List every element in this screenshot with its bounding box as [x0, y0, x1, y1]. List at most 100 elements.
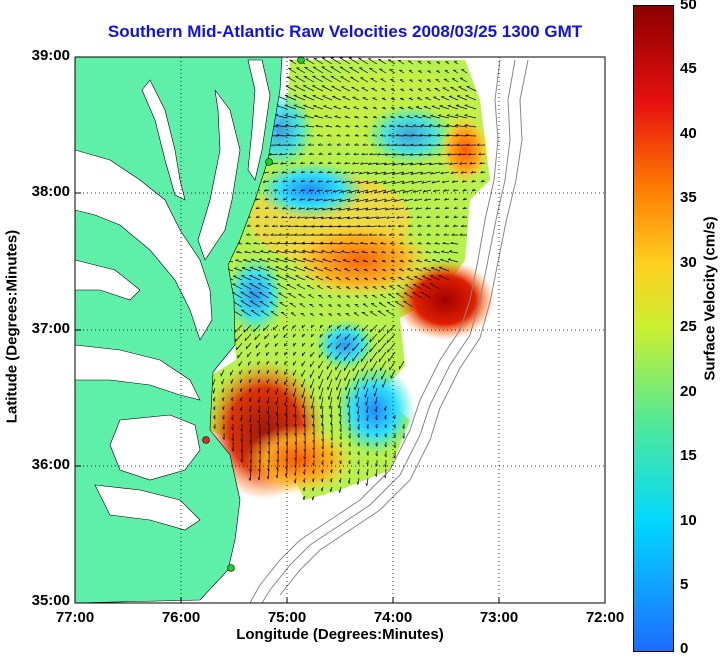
velocity-arrow — [258, 283, 270, 290]
velocity-arrow — [285, 396, 288, 407]
y-tick-label: 36:00 — [31, 456, 70, 473]
velocity-arrow — [361, 312, 369, 317]
velocity-arrow — [370, 303, 378, 308]
velocity-arrow — [266, 351, 270, 356]
velocity-arrow — [267, 468, 270, 480]
velocity-arrow-head — [248, 398, 251, 402]
velocity-arrow-head — [420, 172, 424, 175]
velocity-arrow — [275, 387, 279, 395]
velocity-arrow-head — [329, 488, 332, 492]
velocity-arrow-head — [222, 407, 224, 411]
velocity-arrow-head — [366, 216, 370, 219]
velocity-arrow — [365, 198, 378, 203]
velocity-arrow-head — [333, 180, 337, 183]
velocity-arrow — [431, 105, 441, 110]
velocity-arrow-head — [422, 189, 426, 193]
velocity-arrow-head — [302, 488, 305, 492]
velocity-arrow-head — [365, 199, 368, 203]
velocity-arrow — [408, 260, 414, 263]
velocity-arrow-head — [321, 207, 325, 211]
velocity-arrow-head — [327, 143, 331, 146]
velocity-arrow-head — [437, 143, 440, 146]
velocity-arrow — [399, 69, 405, 74]
velocity-arrow — [327, 378, 333, 391]
colorbar — [633, 5, 674, 652]
velocity-arrow-head — [464, 114, 468, 116]
y-tick-label: 37:00 — [31, 320, 70, 337]
velocity-arrow-head — [336, 161, 339, 165]
velocity-arrow — [390, 79, 396, 83]
velocity-arrow-head — [365, 402, 367, 406]
velocity-arrow — [433, 251, 441, 254]
velocity-arrow-head — [385, 207, 388, 211]
velocity-arrow — [366, 405, 369, 414]
velocity-arrow-head — [245, 242, 249, 244]
velocity-arrow-head — [365, 208, 369, 211]
velocity-arrow-head — [293, 472, 296, 476]
velocity-arrow — [421, 275, 432, 281]
velocity-arrow-head — [452, 188, 456, 192]
velocity-arrow — [356, 189, 369, 194]
velocity-arrow-head — [408, 250, 412, 253]
velocity-arrow-head — [417, 242, 421, 245]
velocity-arrow-head — [426, 242, 430, 244]
velocity-arrow — [356, 396, 360, 407]
velocity-arrow-head — [450, 171, 454, 174]
velocity-arrow — [293, 258, 306, 263]
velocity-arrow-head — [355, 403, 358, 407]
velocity-arrow — [369, 333, 378, 343]
velocity-arrow — [302, 250, 315, 254]
velocity-arrow — [397, 125, 405, 128]
velocity-arrow — [438, 267, 450, 272]
velocity-arrow-head — [430, 171, 434, 175]
velocity-arrow-head — [275, 422, 278, 426]
velocity-arrow — [299, 303, 306, 308]
velocity-arrow-head — [357, 225, 361, 228]
velocity-arrow — [249, 468, 252, 481]
velocity-arrow — [300, 162, 306, 165]
velocity-arrow-head — [327, 152, 331, 155]
velocity-arrow-head — [410, 143, 414, 146]
velocity-arrow — [356, 198, 369, 203]
velocity-arrow — [240, 291, 252, 299]
velocity-arrow — [369, 153, 378, 156]
velocity-arrow — [361, 87, 369, 92]
velocity-arrow-head — [239, 408, 242, 412]
velocity-arrow-head — [250, 266, 254, 268]
velocity-arrow — [303, 267, 315, 272]
velocity-arrow-head — [404, 124, 409, 127]
velocity-arrow-head — [268, 153, 272, 156]
velocity-arrow — [255, 198, 261, 201]
velocity-arrow-head — [330, 453, 333, 457]
velocity-arrow — [366, 396, 369, 406]
velocity-arrow — [366, 216, 378, 219]
velocity-arrow — [281, 216, 288, 219]
velocity-arrow — [356, 207, 369, 211]
velocity-arrow — [283, 333, 288, 338]
velocity-arrow-head — [329, 216, 333, 220]
velocity-arrow — [381, 98, 387, 101]
velocity-arrow-head — [353, 327, 356, 331]
velocity-arrow — [320, 216, 333, 220]
velocity-arrow-head — [282, 197, 286, 201]
velocity-arrow — [384, 162, 396, 166]
velocity-arrow-head — [461, 179, 465, 183]
velocity-arrow — [438, 275, 450, 281]
velocity-arrow — [420, 171, 432, 175]
velocity-arrow — [273, 189, 279, 192]
velocity-arrow-head — [384, 454, 387, 458]
velocity-arrow — [373, 378, 378, 389]
velocity-arrow — [307, 198, 315, 201]
velocity-arrow — [272, 180, 279, 183]
velocity-arrow — [231, 291, 243, 299]
velocity-arrow — [395, 207, 405, 211]
velocity-arrow-head — [393, 455, 396, 459]
velocity-arrow — [434, 198, 441, 201]
velocity-arrow-head — [393, 445, 396, 448]
velocity-arrow-head — [309, 179, 313, 183]
velocity-arrow-head — [371, 134, 375, 137]
velocity-arrow-head — [313, 207, 317, 211]
velocity-arrow-head — [303, 456, 306, 460]
velocity-arrow — [313, 105, 324, 110]
velocity-arrow-head — [245, 345, 248, 350]
